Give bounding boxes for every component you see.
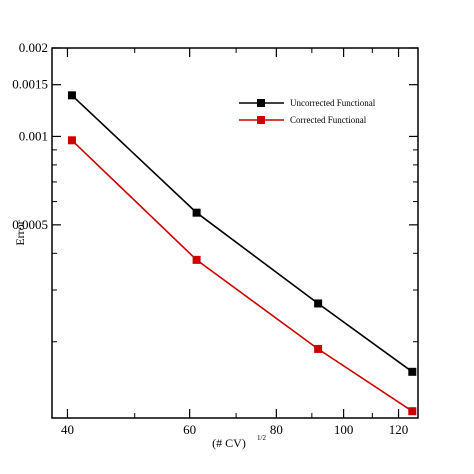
data-point-marker <box>314 299 323 308</box>
y-axis: 0.0005 0.001 0.0015 0.002 <box>12 40 418 343</box>
x-tick-label: 40 <box>61 422 74 437</box>
series-line <box>71 94 413 373</box>
series-line <box>71 139 413 412</box>
data-point-marker <box>408 407 417 416</box>
plot-frame <box>51 47 419 419</box>
y-tick-label: 0.002 <box>19 40 48 55</box>
y-tick-label: 0.001 <box>19 128 48 143</box>
data-point-marker <box>67 91 76 100</box>
series-layer <box>67 91 417 416</box>
data-point-marker <box>67 136 76 145</box>
y-tick-label: 0.0005 <box>12 217 48 232</box>
x-tick-label: 60 <box>183 422 196 437</box>
data-point-marker <box>192 208 201 217</box>
legend: Uncorrected Functional Corrected Function… <box>239 98 376 125</box>
data-point-marker <box>192 255 201 264</box>
legend-label: Uncorrected Functional <box>290 98 376 108</box>
y-axis-title: Error <box>13 220 27 245</box>
data-point-marker <box>408 367 417 376</box>
x-axis-title: (# CV) <box>212 436 246 450</box>
x-tick-label: 100 <box>334 422 354 437</box>
y-tick-label: 0.0015 <box>12 77 48 92</box>
legend-label: Corrected Functional <box>290 115 367 125</box>
legend-marker <box>257 99 265 107</box>
x-axis: 40 60 80 100 120 <box>61 48 408 437</box>
x-axis-title-superscript: 1/2 <box>257 434 266 442</box>
data-point-marker <box>314 344 323 353</box>
x-tick-label: 80 <box>270 422 283 437</box>
x-tick-label: 120 <box>389 422 409 437</box>
legend-marker <box>257 116 265 124</box>
